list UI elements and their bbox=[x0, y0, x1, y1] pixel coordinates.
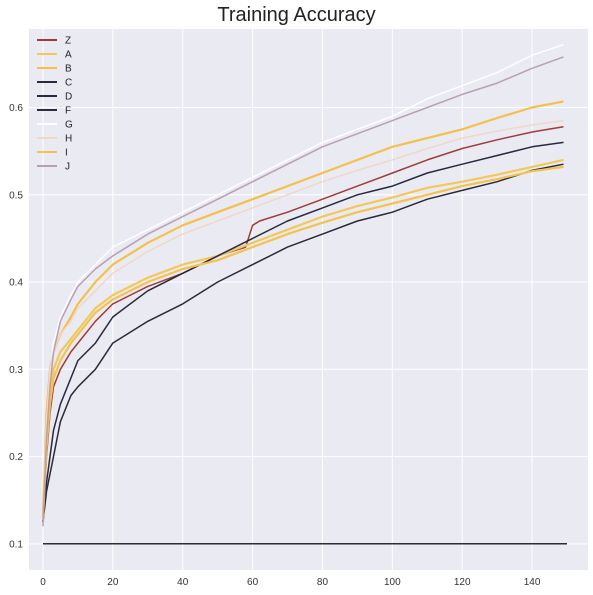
x-tick-label: 80 bbox=[317, 577, 329, 588]
series-line-A bbox=[41, 158, 564, 518]
series-line-H bbox=[42, 119, 564, 518]
series-line-G bbox=[42, 43, 564, 527]
legend-label-I: I bbox=[65, 148, 68, 159]
y-tick-label: 0.4 bbox=[9, 278, 23, 289]
y-tick-label: 0.3 bbox=[9, 365, 23, 376]
legend-label-H: H bbox=[65, 134, 72, 145]
x-tick-label: 120 bbox=[454, 577, 471, 588]
y-tick-label: 0.6 bbox=[9, 103, 23, 114]
legend-label-G: G bbox=[65, 120, 73, 131]
y-tick-label: 0.2 bbox=[9, 452, 23, 463]
x-tick-label: 20 bbox=[107, 577, 119, 588]
series-line-C bbox=[42, 163, 564, 523]
legend-label-Z: Z bbox=[65, 36, 71, 47]
series-lines bbox=[41, 43, 567, 545]
y-tick-label: 0.1 bbox=[9, 539, 23, 550]
legend-label-A: A bbox=[65, 50, 72, 61]
series-line-I bbox=[41, 165, 564, 518]
x-tick-label: 60 bbox=[247, 577, 259, 588]
legend-label-C: C bbox=[65, 78, 72, 89]
x-tick-label: 140 bbox=[524, 577, 541, 588]
x-tick-label: 100 bbox=[384, 577, 401, 588]
legend-label-B: B bbox=[65, 64, 72, 75]
y-tick-label: 0.5 bbox=[9, 190, 23, 201]
tick-labels: 0 20 40 60 80 100 120 140 0.1 0.2 0.3 0.4 0.5 0.6 bbox=[9, 103, 541, 588]
legend-label-F: F bbox=[65, 106, 71, 117]
x-tick-label: 0 bbox=[40, 577, 46, 588]
chart-title: Training Accuracy bbox=[217, 4, 376, 26]
x-tick-label: 40 bbox=[177, 577, 189, 588]
series-line-J bbox=[42, 56, 564, 527]
legend-label-D: D bbox=[65, 92, 72, 103]
legend-label-J: J bbox=[65, 162, 70, 173]
